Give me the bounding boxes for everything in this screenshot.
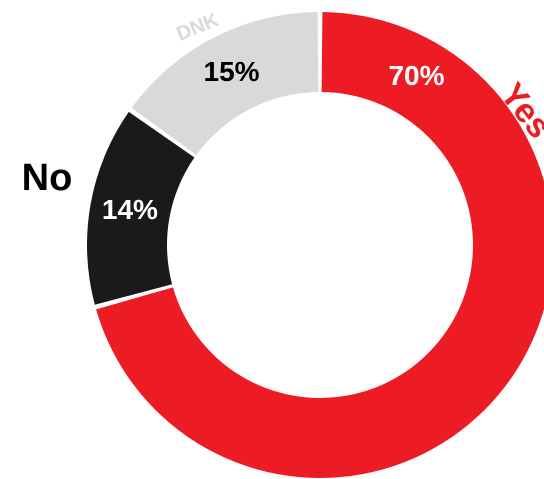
- value-label-dnk: 15%: [204, 56, 260, 87]
- donut-slices: [87, 12, 544, 478]
- value-label-no: 14%: [102, 194, 158, 225]
- category-label-no: No: [22, 157, 73, 199]
- slice-no: [87, 111, 195, 305]
- slice-yes: [96, 12, 544, 478]
- donut-value-labels: 70% 14% 15%: [102, 56, 445, 225]
- slice-dnk: [131, 12, 319, 155]
- value-label-yes: 70%: [388, 60, 444, 91]
